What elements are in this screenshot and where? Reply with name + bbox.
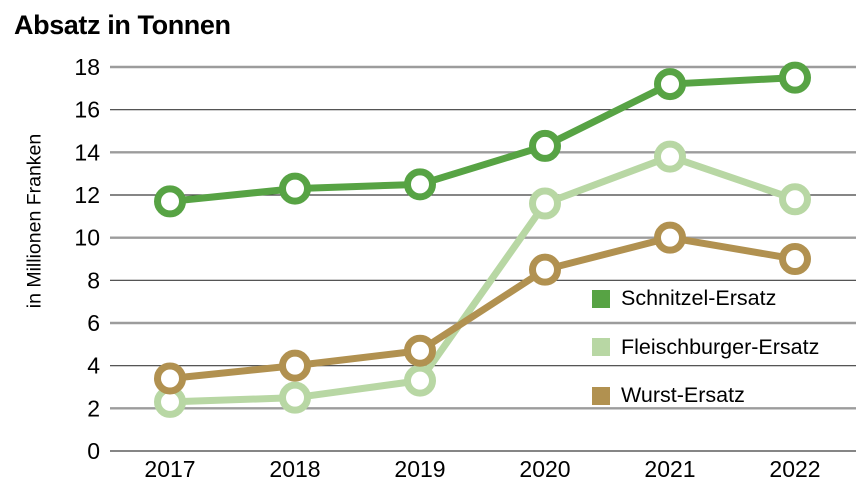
legend-swatch-wurst xyxy=(592,386,610,405)
y-tick-label-12: 12 xyxy=(74,182,100,208)
legend: Schnitzel-Ersatz Fleischburger-Ersatz Wu… xyxy=(592,286,820,407)
legend-swatch-fleischburger xyxy=(592,338,610,357)
y-tick-label-18: 18 xyxy=(74,54,100,80)
data-point-fleischburger-ersatz-2021 xyxy=(654,140,686,173)
data-point-wurst-ersatz-2020 xyxy=(529,253,561,286)
data-point-fleischburger-ersatz-2018 xyxy=(279,381,311,414)
data-point-schnitzel-ersatz-2017 xyxy=(154,185,186,218)
data-point-fleischburger-ersatz-2020 xyxy=(529,187,561,220)
series-line-schnitzel-ersatz xyxy=(169,74,796,205)
y-tick-label-0: 0 xyxy=(87,438,100,464)
x-tick-label-2021: 2021 xyxy=(644,456,695,482)
y-tick-label-14: 14 xyxy=(74,139,100,165)
data-point-schnitzel-ersatz-2021 xyxy=(654,68,686,101)
data-point-wurst-ersatz-2021 xyxy=(654,221,686,254)
data-point-schnitzel-ersatz-2020 xyxy=(529,129,561,162)
legend-item-fleischburger: Fleischburger-Ersatz xyxy=(592,334,820,359)
x-tick-label-2022: 2022 xyxy=(769,456,820,482)
legend-item-schnitzel: Schnitzel-Ersatz xyxy=(592,286,819,310)
legend-label-schnitzel: Schnitzel-Ersatz xyxy=(621,286,777,310)
legend-label-fleischburger: Fleischburger-Ersatz xyxy=(621,334,820,359)
data-point-schnitzel-ersatz-2022 xyxy=(779,61,811,94)
data-point-schnitzel-ersatz-2018 xyxy=(279,172,311,205)
data-point-fleischburger-ersatz-2019 xyxy=(404,364,436,397)
y-tick-label-16: 16 xyxy=(74,97,100,123)
chart-title: Absatz in Tonnen xyxy=(14,10,231,40)
data-point-schnitzel-ersatz-2019 xyxy=(404,168,436,201)
data-point-wurst-ersatz-2019 xyxy=(404,334,436,367)
data-point-wurst-ersatz-2017 xyxy=(154,362,186,395)
data-point-fleischburger-ersatz-2022 xyxy=(779,183,811,216)
data-point-wurst-ersatz-2022 xyxy=(779,243,811,275)
legend-label-wurst: Wurst-Ersatz xyxy=(621,383,745,407)
y-tick-label-4: 4 xyxy=(87,353,100,379)
y-tick-label-2: 2 xyxy=(87,395,100,421)
series-line-wurst-ersatz xyxy=(169,234,796,382)
y-tick-label-6: 6 xyxy=(87,310,100,336)
y-tick-label-8: 8 xyxy=(87,267,100,293)
y-tick-label-10: 10 xyxy=(74,225,100,251)
series-line-fleischburger-ersatz xyxy=(169,153,797,406)
x-tick-label-2017: 2017 xyxy=(144,456,195,482)
data-point-wurst-ersatz-2018 xyxy=(279,349,311,382)
x-tick-label-2018: 2018 xyxy=(269,456,320,482)
x-tick-label-2020: 2020 xyxy=(519,456,570,482)
legend-item-wurst: Wurst-Ersatz xyxy=(592,383,819,407)
x-tick-label-2019: 2019 xyxy=(394,456,445,482)
legend-swatch-schnitzel xyxy=(592,289,610,308)
